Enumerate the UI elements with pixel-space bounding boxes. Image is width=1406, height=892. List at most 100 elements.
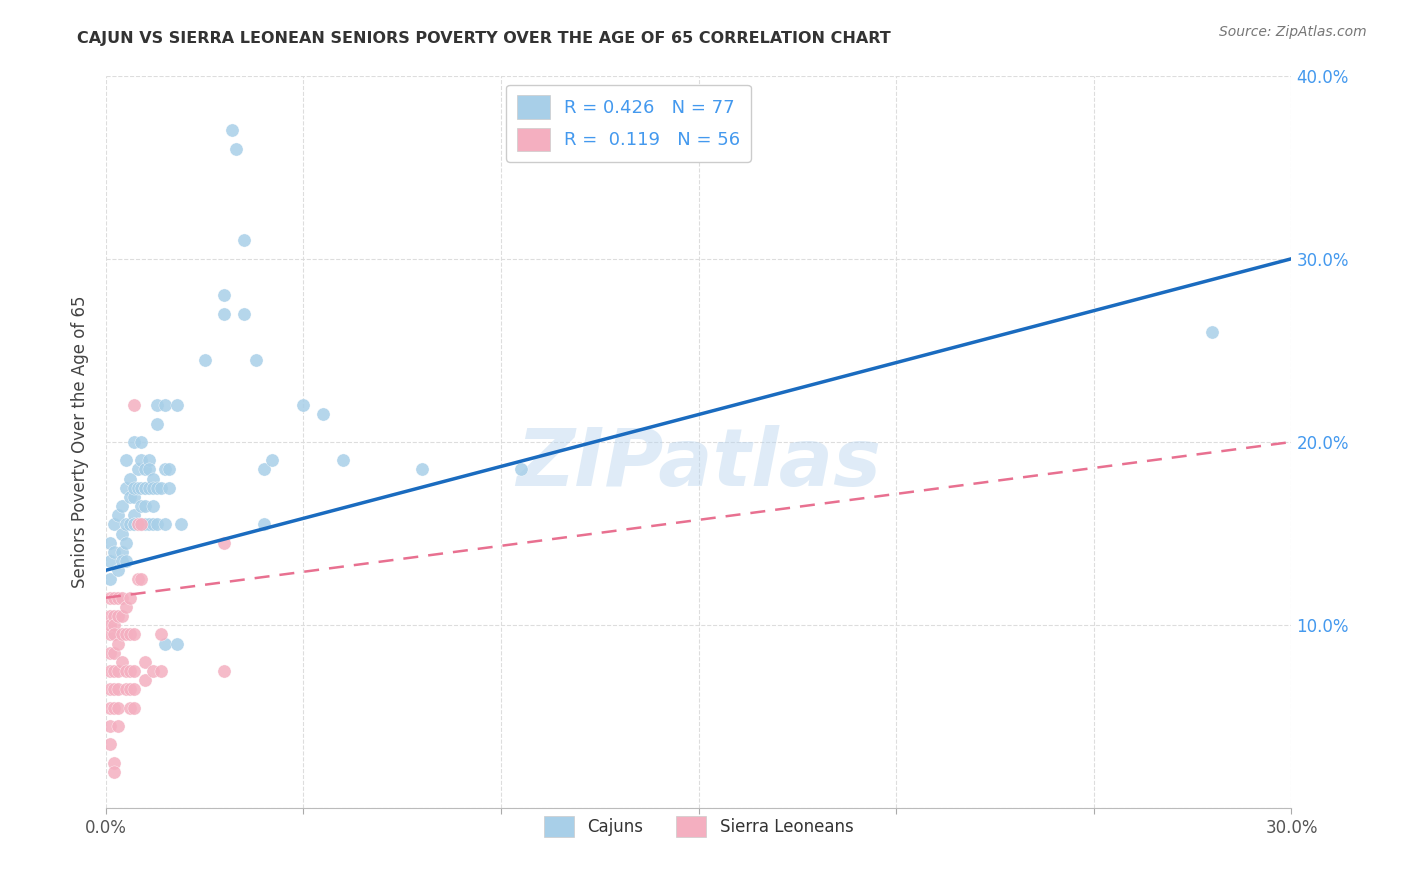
Point	[122, 490, 145, 504]
Point	[111, 526, 134, 541]
Point	[107, 664, 129, 678]
Point	[103, 756, 125, 770]
Point	[253, 517, 276, 532]
Point	[111, 499, 134, 513]
Point	[153, 462, 176, 476]
Point	[103, 646, 125, 660]
Point	[292, 398, 315, 412]
Point	[146, 481, 169, 495]
Point	[122, 664, 145, 678]
Point	[131, 481, 153, 495]
Point	[103, 609, 125, 624]
Point	[122, 517, 145, 532]
Point	[103, 591, 125, 605]
Point	[118, 700, 141, 714]
Point	[111, 627, 134, 641]
Point	[131, 573, 153, 587]
Point	[98, 535, 121, 549]
Point	[98, 646, 121, 660]
Point	[146, 417, 169, 431]
Point	[134, 481, 156, 495]
Point	[103, 700, 125, 714]
Point	[131, 453, 153, 467]
Point	[118, 591, 141, 605]
Point	[114, 682, 136, 697]
Point	[122, 481, 145, 495]
Point	[118, 664, 141, 678]
Legend: Cajuns, Sierra Leoneans: Cajuns, Sierra Leoneans	[537, 809, 860, 844]
Point	[150, 627, 173, 641]
Point	[107, 609, 129, 624]
Y-axis label: Seniors Poverty Over the Age of 65: Seniors Poverty Over the Age of 65	[72, 296, 89, 588]
Point	[98, 627, 121, 641]
Text: ZIPatlas: ZIPatlas	[516, 425, 882, 503]
Point	[138, 481, 160, 495]
Point	[233, 234, 256, 248]
Point	[103, 618, 125, 632]
Point	[214, 535, 236, 549]
Point	[114, 481, 136, 495]
Point	[122, 434, 145, 449]
Point	[107, 682, 129, 697]
Point	[134, 517, 156, 532]
Point	[122, 700, 145, 714]
Point	[214, 288, 236, 302]
Point	[221, 123, 243, 137]
Point	[131, 434, 153, 449]
Point	[138, 453, 160, 467]
Point	[142, 517, 165, 532]
Point	[98, 554, 121, 568]
Point	[107, 700, 129, 714]
Point	[142, 664, 165, 678]
Point	[111, 609, 134, 624]
Point	[118, 682, 141, 697]
Point	[118, 472, 141, 486]
Point	[107, 563, 129, 577]
Point	[157, 481, 180, 495]
Point	[98, 664, 121, 678]
Point	[111, 545, 134, 559]
Point	[214, 664, 236, 678]
Point	[122, 398, 145, 412]
Point	[103, 627, 125, 641]
Point	[107, 719, 129, 733]
Point	[98, 719, 121, 733]
Point	[332, 453, 354, 467]
Point	[260, 453, 283, 467]
Point	[138, 517, 160, 532]
Point	[134, 481, 156, 495]
Point	[233, 307, 256, 321]
Point	[134, 673, 156, 688]
Point	[114, 599, 136, 614]
Point	[134, 499, 156, 513]
Point	[146, 517, 169, 532]
Point	[134, 655, 156, 669]
Point	[127, 517, 149, 532]
Point	[107, 591, 129, 605]
Point	[98, 609, 121, 624]
Point	[103, 764, 125, 779]
Point	[245, 352, 267, 367]
Point	[153, 636, 176, 650]
Point	[146, 398, 169, 412]
Point	[127, 462, 149, 476]
Point	[118, 627, 141, 641]
Point	[166, 636, 188, 650]
Point	[153, 517, 176, 532]
Point	[1201, 325, 1223, 339]
Point	[142, 481, 165, 495]
Point	[122, 627, 145, 641]
Point	[214, 307, 236, 321]
Point	[111, 591, 134, 605]
Point	[153, 398, 176, 412]
Point	[103, 517, 125, 532]
Point	[225, 142, 247, 156]
Point	[98, 618, 121, 632]
Point	[114, 453, 136, 467]
Point	[98, 700, 121, 714]
Point	[98, 682, 121, 697]
Point	[127, 481, 149, 495]
Point	[107, 636, 129, 650]
Point	[118, 517, 141, 532]
Point	[114, 535, 136, 549]
